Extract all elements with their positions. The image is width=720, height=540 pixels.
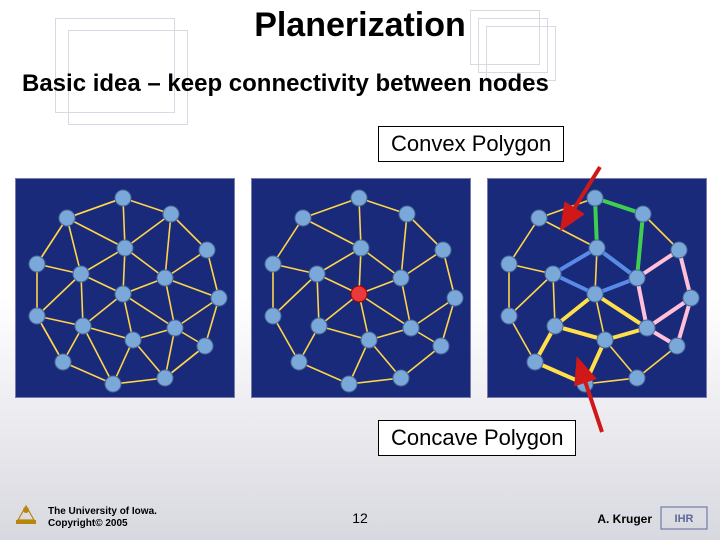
footer: The University of Iowa. Copyright© 2005 … [0, 500, 720, 534]
panel-3 [487, 178, 707, 398]
callout-convex: Convex Polygon [378, 126, 564, 162]
panel-1 [15, 178, 235, 398]
subtitle: Basic idea – keep connectivity between n… [22, 70, 549, 98]
svg-text:IHR: IHR [675, 513, 694, 525]
author-name: A. Kruger [597, 512, 652, 526]
ihr-logo-icon: IHR [660, 506, 708, 530]
page-number: 12 [352, 510, 368, 526]
copyright-line2: Copyright© 2005 [48, 518, 128, 529]
slide: Planerization Basic idea – keep connecti… [0, 0, 720, 540]
copyright-line1: The University of Iowa. [48, 506, 157, 517]
panels-row [15, 178, 707, 398]
panel-2 [251, 178, 471, 398]
uiowa-logo-icon [12, 502, 40, 530]
callout-concave: Concave Polygon [378, 420, 576, 456]
copyright-text: The University of Iowa. Copyright© 2005 [48, 506, 157, 530]
page-title: Planerization [0, 6, 720, 45]
